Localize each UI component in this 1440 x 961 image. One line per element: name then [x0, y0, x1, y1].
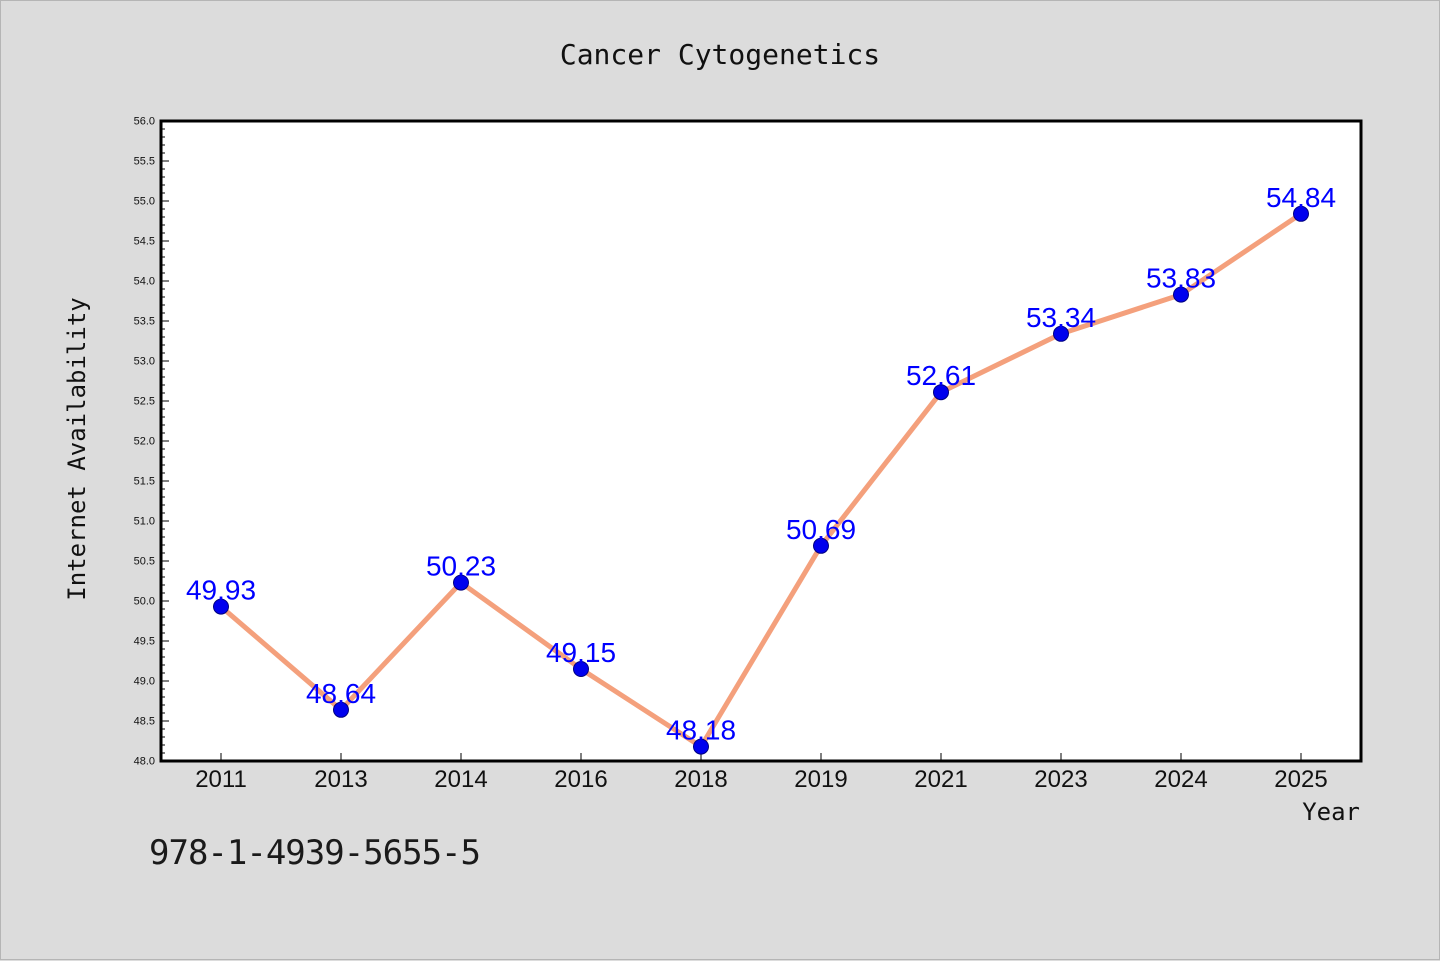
- data-point: [1053, 325, 1069, 342]
- x-tick-label: 2018: [674, 766, 727, 793]
- series-line: [218, 211, 1304, 750]
- axis-ticks: 48.0 48.5 49.0 49.5 50.0 50.5 51.0 51.5 52.0 52.5…: [134, 116, 1328, 794]
- y-tick-label: 56.0: [134, 116, 155, 128]
- chart-title: Cancer Cytogenetics: [560, 38, 880, 71]
- data-label: 50.69: [786, 514, 856, 545]
- x-tick-label: 2016: [554, 766, 607, 793]
- plot-area: [159, 119, 1363, 763]
- y-tick-label: 52.0: [134, 436, 155, 448]
- y-tick-label: 48.5: [134, 716, 155, 728]
- data-point: [933, 384, 949, 401]
- y-tick-label: 49.0: [134, 676, 155, 688]
- data-point: [813, 537, 829, 554]
- y-tick-label: 51.0: [134, 516, 155, 528]
- data-point: [573, 661, 589, 677]
- x-tick-label: 2024: [1154, 766, 1207, 793]
- data-label: 52.61: [906, 360, 976, 391]
- data-label: 49.93: [186, 575, 256, 606]
- y-tick-label: 48.0: [134, 756, 155, 768]
- y-tick-label: 54.0: [134, 276, 155, 288]
- x-tick-label: 2019: [794, 766, 847, 793]
- isbn-text: 978-1-4939-5655-5: [149, 833, 481, 873]
- y-tick-label: 53.5: [134, 316, 155, 328]
- x-tick-label: 2014: [434, 766, 487, 793]
- x-tick-label: 2011: [195, 766, 247, 793]
- x-tick-label: 2021: [914, 766, 967, 793]
- x-tick-label: 2025: [1274, 766, 1327, 793]
- x-axis-label: Year: [1302, 798, 1360, 826]
- data-label: 48.64: [306, 678, 376, 709]
- data-point: [1293, 205, 1309, 222]
- y-tick-label: 52.5: [134, 396, 155, 408]
- y-tick-label: 53.0: [134, 356, 155, 368]
- data-point: [333, 701, 349, 718]
- series-layer: 49.93 48.64 50.23 49.15 48.18 50.69 52.61 53.34…: [186, 182, 1336, 755]
- y-tick-label: 49.5: [134, 636, 155, 648]
- y-axis-label: Internet Availability: [63, 297, 91, 600]
- x-tick-label: 2013: [314, 766, 367, 793]
- data-point: [1173, 286, 1189, 303]
- y-tick-label: 54.5: [134, 236, 155, 248]
- data-point: [213, 598, 229, 615]
- data-point: [693, 738, 709, 755]
- data-label: 50.23: [426, 551, 496, 582]
- y-tick-label: 55.5: [134, 156, 155, 168]
- y-tick-label: 50.0: [134, 596, 155, 608]
- y-tick-label: 55.0: [134, 196, 155, 208]
- data-label: 54.84: [1266, 182, 1336, 213]
- y-tick-label: 50.5: [134, 556, 155, 568]
- y-tick-label: 51.5: [134, 476, 155, 488]
- data-label: 49.15: [546, 637, 616, 668]
- data-point: [453, 574, 469, 591]
- data-label: 53.34: [1026, 302, 1096, 333]
- data-label: 53.83: [1146, 263, 1216, 294]
- x-tick-label: 2023: [1034, 766, 1087, 793]
- data-label: 48.18: [666, 715, 736, 746]
